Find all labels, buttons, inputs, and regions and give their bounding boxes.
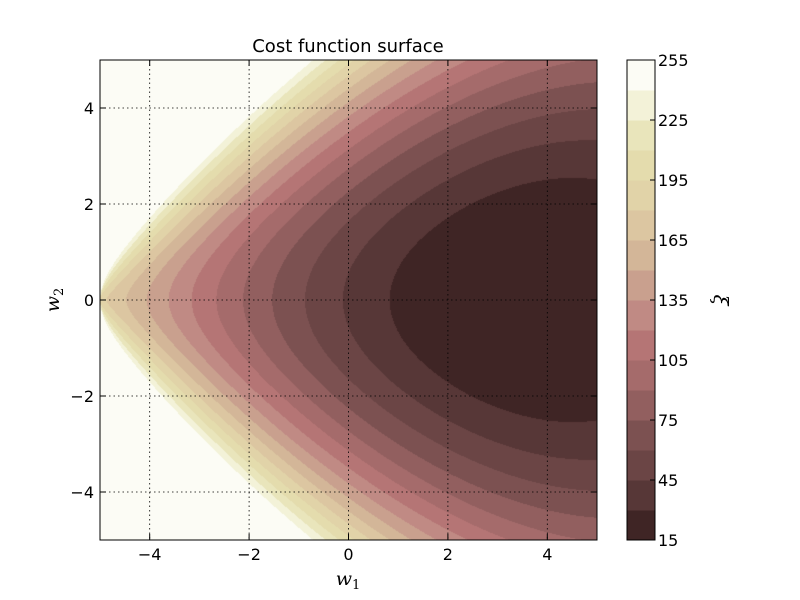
colorbar-band — [627, 210, 655, 241]
y-tick-label: −4 — [70, 483, 94, 502]
y-axis-label-sub: 2 — [52, 288, 67, 296]
colorbar-tick-label: 45 — [658, 471, 678, 490]
colorbar-tick-label: 195 — [658, 171, 689, 190]
colorbar-band — [627, 300, 655, 331]
x-axis-label-main: w — [336, 568, 352, 590]
colorbar-tick-label: 165 — [658, 231, 689, 250]
colorbar-tick-label: 225 — [658, 111, 689, 130]
colorbar-tick-label: 135 — [658, 291, 689, 310]
colorbar-ticks: 15 45 75 105 135 165 195 225 255 — [650, 51, 689, 550]
x-tick-label: 4 — [542, 545, 552, 564]
x-tick-label: 0 — [343, 545, 353, 564]
colorbar-tick-label: 15 — [658, 531, 678, 550]
colorbar-label: ξ — [709, 294, 733, 306]
y-tick-label: 0 — [84, 291, 94, 310]
colorbar-band — [627, 60, 655, 91]
colorbar-band — [627, 510, 655, 540]
chart-title: Cost function surface — [252, 36, 444, 57]
colorbar-band — [627, 180, 655, 211]
y-axis-ticks: −4 −2 0 2 4 — [70, 99, 597, 502]
x-axis-label-sub: 1 — [352, 578, 360, 593]
colorbar-band — [627, 120, 655, 151]
y-tick-label: −2 — [70, 387, 94, 406]
colorbar-band — [627, 330, 655, 361]
y-tick-label: 2 — [84, 195, 94, 214]
colorbar-band — [627, 450, 655, 481]
colorbar-band — [627, 480, 655, 511]
y-axis-label-main: w — [42, 296, 64, 312]
colorbar-tick-label: 105 — [658, 351, 689, 370]
colorbar-band — [627, 420, 655, 451]
colorbar-band — [627, 270, 655, 301]
y-axis-label: w2 — [42, 288, 67, 313]
x-tick-label: −4 — [138, 545, 162, 564]
x-axis-ticks: −4 −2 0 2 4 — [138, 60, 552, 564]
x-tick-label: 2 — [443, 545, 453, 564]
colorbar-bands — [627, 60, 655, 540]
colorbar-band — [627, 240, 655, 271]
colorbar-band — [627, 390, 655, 421]
y-tick-label: 4 — [84, 99, 94, 118]
colorbar-band — [627, 90, 655, 121]
x-axis-label: w1 — [336, 568, 361, 593]
colorbar-band — [627, 150, 655, 181]
grid-lines — [100, 60, 597, 540]
plot-area — [99, 59, 598, 541]
colorbar-tick-label: 255 — [658, 51, 689, 70]
colorbar: 15 45 75 105 135 165 195 225 255 ξ — [626, 51, 733, 550]
colorbar-band — [627, 360, 655, 391]
x-tick-label: −2 — [237, 545, 261, 564]
colorbar-tick-label: 75 — [658, 411, 678, 430]
